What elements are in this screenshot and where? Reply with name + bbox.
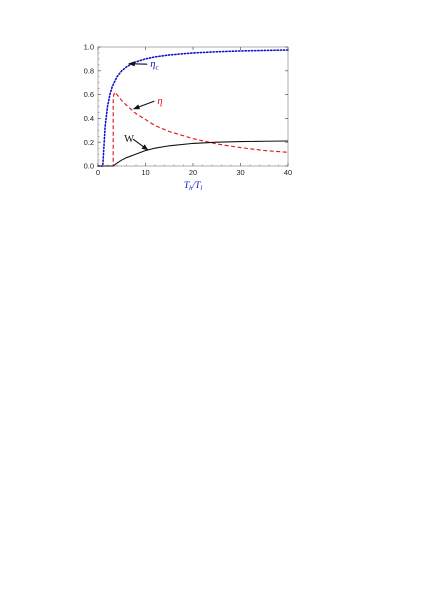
y-axis: 0.0 0.2 0.4 0.6 0.8 1.0 [84,43,288,171]
annotation-label-0: ηc [150,59,158,72]
annotation-arrow [133,100,155,110]
annotation-label-1: η [157,96,162,107]
series-line-2 [98,140,289,167]
annotation-arrow [132,138,149,151]
x-tick-label: 30 [236,168,244,177]
x-tick-label: 40 [284,168,292,177]
annotation-label-2: W [124,134,134,145]
y-tick-label: 0.0 [84,162,94,171]
y-tick-label: 1.0 [84,43,94,52]
x-tick-label: 20 [189,168,197,177]
y-tick-label: 0.6 [84,90,94,99]
annotation-layer: ηc η W [124,59,163,151]
x-tick-label: 0 [96,168,100,177]
annotation-arrow [128,61,148,67]
y-tick-label: 0.4 [84,114,94,123]
y-tick-label: 0.2 [84,138,94,147]
x-axis-label: Th/Tl [184,181,202,192]
series-line-1 [98,91,289,167]
x-tick-label: 10 [141,168,149,177]
y-tick-label: 0.8 [84,66,94,75]
